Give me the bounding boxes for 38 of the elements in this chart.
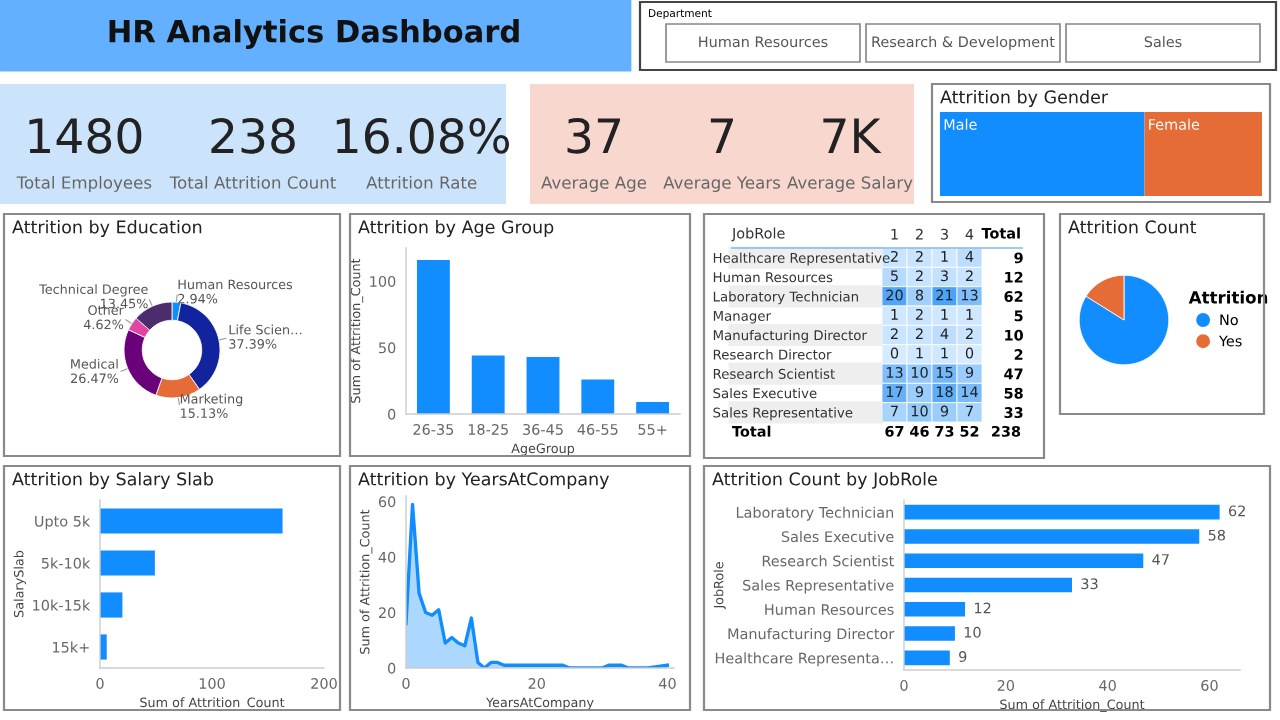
chart-title: Attrition by Salary Slab [12,472,213,489]
pie-slice [1078,274,1170,366]
text: 16.08% [336,117,510,154]
chart-title: Attrition Count [1068,220,1197,234]
text: Average Years [663,176,781,193]
text: Average Salary [787,175,913,193]
bar [904,626,955,641]
chart-title: Attrition Count by JobRole [712,472,937,489]
bar [904,650,950,666]
text: HR Analytics Dashboard [109,19,519,49]
text: Attrition Rate [366,175,477,189]
text: 238 [211,117,295,154]
bar [471,355,505,414]
bar [581,379,615,414]
bar [904,577,1072,593]
text: 7K [823,118,882,154]
bar [100,508,283,534]
text: 7 [710,118,733,154]
chart-title: Attrition by Gender [940,90,1109,107]
chart-title: Attrition by Age Group [358,220,554,237]
bar [100,592,123,618]
bar [904,602,966,617]
bar [100,550,155,576]
bar [904,529,1200,544]
bar [636,402,670,414]
bar [100,634,107,660]
text: 37 [567,117,621,154]
bar [904,553,1144,568]
text: Total Employees [16,175,152,193]
bar [526,356,560,414]
text: 1480 [29,117,142,154]
chart-title: Attrition by Education [12,220,202,237]
legend-title: Attrition [1188,290,1268,304]
bar [904,504,1220,520]
text: Average Age [541,176,647,193]
chart-title: Attrition by YearsAtCompany [358,472,609,489]
bar [416,259,450,414]
text: Total Attrition Count [169,175,336,189]
